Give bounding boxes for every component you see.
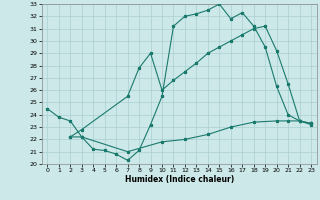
X-axis label: Humidex (Indice chaleur): Humidex (Indice chaleur) <box>124 175 234 184</box>
